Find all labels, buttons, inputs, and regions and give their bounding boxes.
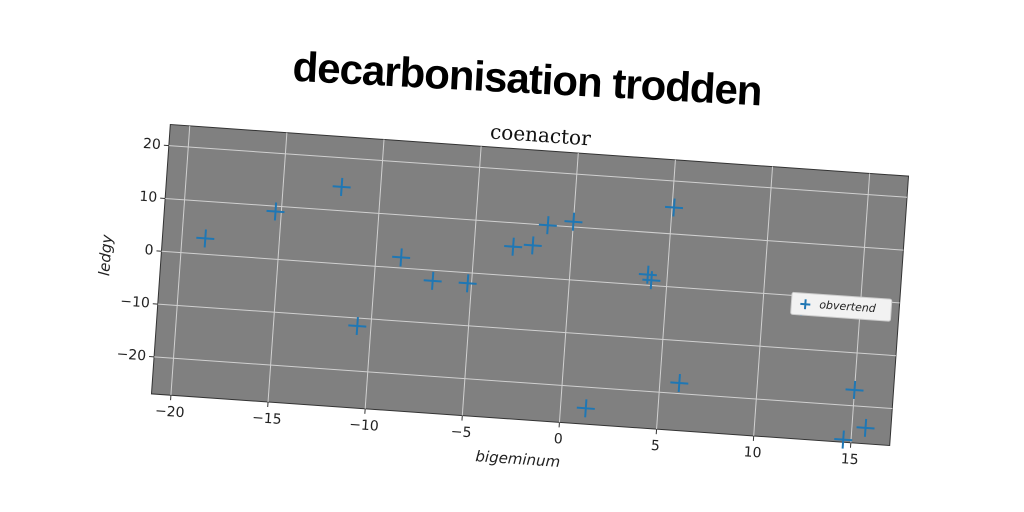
- point: [423, 271, 442, 290]
- grid-line: [558, 153, 579, 423]
- legend-label: obvertend: [819, 298, 877, 315]
- grid-line: [461, 146, 482, 416]
- plot-area: [150, 123, 910, 447]
- grid-line: [267, 132, 288, 403]
- x-tick-label: −5: [450, 424, 472, 441]
- legend-box: [790, 291, 893, 322]
- x-tick-label: −20: [154, 403, 185, 421]
- y-tick-label: −10: [120, 293, 151, 311]
- x-tick-label: 5: [650, 438, 660, 455]
- grid-line: [753, 166, 774, 437]
- x-tick-label: 0: [553, 431, 563, 448]
- grid-line: [161, 250, 900, 304]
- page-title: decarbonisation trodden: [292, 43, 763, 115]
- grid-line: [165, 197, 904, 251]
- point: [576, 399, 595, 418]
- x-axis-label: bigeminum: [475, 447, 561, 471]
- x-tick-label: −15: [252, 410, 283, 428]
- point: [523, 236, 542, 255]
- x-tick-label: 10: [743, 444, 762, 461]
- point: [664, 198, 684, 217]
- point: [670, 373, 689, 393]
- grid-line: [656, 159, 676, 430]
- y-tick-label: 0: [144, 242, 154, 259]
- point: [504, 237, 523, 256]
- y-tick-label: 20: [143, 136, 162, 153]
- x-tick-label: 15: [840, 451, 859, 468]
- point: [266, 202, 285, 221]
- point: [856, 418, 875, 437]
- chart-title: coenactor: [489, 119, 592, 150]
- y-tick-label: −20: [116, 346, 147, 364]
- point: [392, 248, 411, 267]
- point: [845, 380, 864, 400]
- grid-line: [364, 139, 385, 409]
- chart: −20 −15 −10 −5 0 5 10 15 −20 −10 0 10 20 coenactor big…: [95, 119, 910, 471]
- point: [564, 212, 583, 231]
- grid-line: [170, 125, 191, 396]
- y-axis-label: ledgy: [95, 233, 116, 277]
- grid-line: [157, 303, 896, 357]
- point: [538, 216, 557, 235]
- point: [642, 271, 661, 290]
- point: [348, 316, 367, 336]
- point: [834, 430, 853, 449]
- grid-line: [154, 356, 893, 410]
- point: [196, 229, 215, 248]
- point: [458, 274, 477, 293]
- legend-marker: [800, 299, 811, 310]
- x-tick-label: −10: [349, 417, 380, 435]
- point: [332, 177, 351, 196]
- grid-line: [168, 145, 908, 198]
- y-tick-label: 10: [139, 189, 158, 206]
